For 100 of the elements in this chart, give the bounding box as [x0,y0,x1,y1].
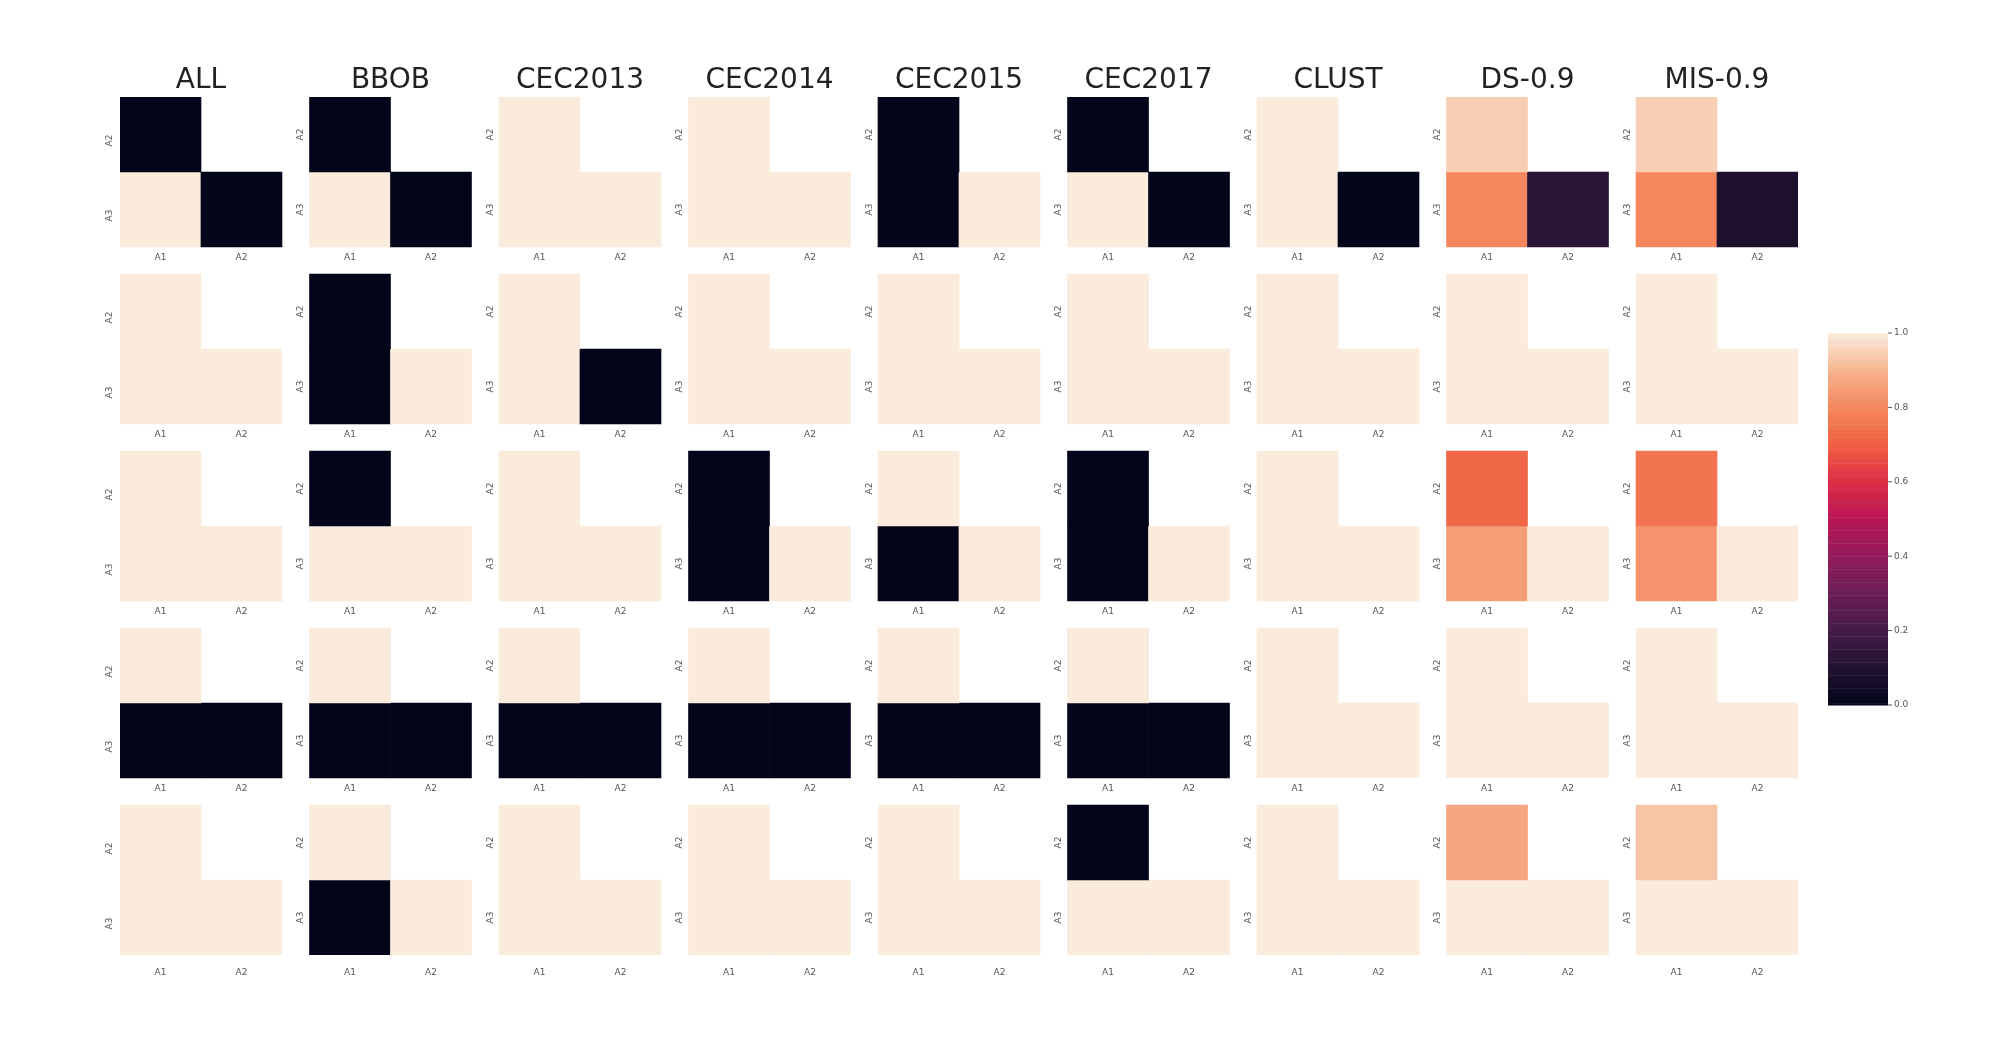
category-label: A3 [1621,380,1632,393]
category-label: A2 [1751,251,1764,262]
category-label: A2 [484,659,495,672]
category-label: A2 [1621,836,1632,849]
x-tick-label: A1 [344,966,356,977]
category-label: A3 [1053,380,1064,393]
category-label: A1 [723,605,735,616]
category-label: A2 [993,605,1006,616]
category-label: A3 [1621,911,1632,924]
category-label: A2 [674,836,685,849]
category-label: A2 [1432,482,1443,495]
category-label: A2 [484,128,495,141]
annotation: BBOB [350,62,431,96]
category-label: A2 [614,251,627,262]
category-label: A2 [104,842,115,855]
category-label: A3 [1432,734,1443,747]
category-label: A2 [484,482,495,495]
category-label: A1 [1291,782,1304,793]
category-label: A1 [1670,605,1683,616]
category-label: A2 [425,428,437,439]
category-label: A2 [425,251,437,262]
category-label: A3 [863,557,874,570]
category-label: A2 [1751,782,1764,793]
category-label: A2 [614,782,627,793]
category-label: A1 [1102,782,1114,793]
category-label: A3 [863,203,874,216]
x-tick-label: A1 [533,966,546,977]
category-label: A2 [1751,428,1764,439]
category-label: A2 [484,836,495,849]
category-label: A1 [1102,605,1114,616]
category-label: A3 [863,380,874,393]
category-label: A2 [1432,305,1443,318]
category-label: A2 [235,251,248,262]
category-label: A1 [1102,251,1114,262]
category-label: A2 [425,782,437,793]
x-tick-label: A1 [1291,966,1304,977]
category-label: A1 [1102,428,1114,439]
category-label: A2 [1432,659,1443,672]
annotation: ALL [175,62,227,96]
category-label: A1 [533,605,546,616]
category-label: A1 [1670,782,1683,793]
y-tick-label: A2 [295,836,306,849]
category-label: A2 [1372,782,1385,793]
category-label: A2 [1372,428,1385,439]
category-label: A3 [674,203,685,216]
category-label: A2 [993,428,1006,439]
category-label: A1 [912,605,925,616]
category-label: A2 [1562,251,1574,262]
category-label: A2 [674,128,685,141]
annotation: DS-0.9 [1480,62,1575,96]
category-label: A2 [1432,128,1443,141]
category-label: A1 [723,782,735,793]
category-label: A3 [1432,203,1443,216]
category-label: A2 [1053,836,1064,849]
category-label: A2 [993,782,1006,793]
x-tick-label: A1 [1670,966,1683,977]
category-label: A2 [1621,482,1632,495]
annotation: CEC2013 [515,62,645,96]
category-label: A2 [1242,836,1253,849]
category-label: A3 [1432,557,1443,570]
color-bar-label: 0.2 [1894,624,1909,635]
category-label: A1 [1481,782,1493,793]
category-label: A3 [484,734,495,747]
category-label: A2 [614,428,627,439]
category-label: A2 [104,488,115,501]
color-bar-label: 0.8 [1894,401,1909,412]
category-label: A2 [993,251,1006,262]
category-label: A2 [614,605,627,616]
category-label: A3 [104,386,115,399]
category-label: A1 [154,428,167,439]
category-label: A2 [804,251,816,262]
category-label: A3 [104,209,115,222]
color-bar-label: 0.6 [1894,476,1909,487]
category-label: A2 [804,428,816,439]
y-tick-label: A2 [295,305,306,318]
x-tick-label: A2 [1562,966,1574,977]
category-label: A2 [674,482,685,495]
category-label: A3 [1053,557,1064,570]
category-label: A2 [484,305,495,318]
category-label: A3 [1053,734,1064,747]
category-label: A2 [863,128,874,141]
annotation: CEC2015 [894,62,1024,96]
category-label: A2 [1183,428,1195,439]
category-label: A3 [1053,911,1064,924]
y-tick-label: A3 [295,911,306,924]
category-label: A2 [1183,605,1195,616]
category-label: A1 [1291,251,1304,262]
color-bar-label: 0.4 [1894,550,1909,561]
x-tick-label: A1 [1102,966,1114,977]
y-tick-label: A3 [295,380,306,393]
category-label: A1 [723,428,735,439]
category-label: A2 [1183,251,1195,262]
category-label: A3 [674,380,685,393]
category-label: A1 [533,428,546,439]
category-label: A1 [1291,428,1304,439]
category-label: A3 [1242,557,1253,570]
y-tick-label: A3 [295,734,306,747]
y-tick-label: A2 [295,482,306,495]
category-label: A2 [235,428,248,439]
category-label: A2 [804,605,816,616]
